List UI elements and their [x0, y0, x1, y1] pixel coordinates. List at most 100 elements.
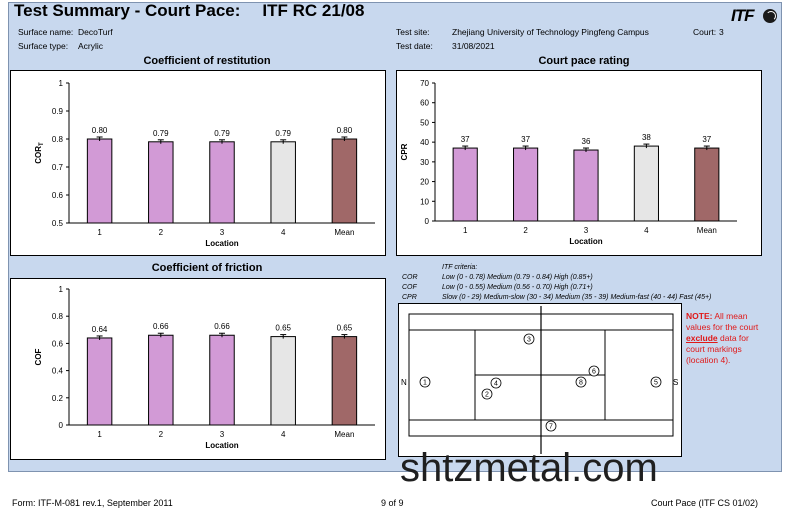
tennis-ball-icon: [763, 9, 777, 23]
surface-type: Acrylic: [78, 41, 104, 51]
cor-x-tick-label: 2: [159, 228, 164, 237]
cpr-bar: [694, 147, 720, 222]
surface-type-label: Surface type:: [18, 41, 69, 51]
criteria-text-cpr: Slow (0 - 29) Medium-slow (30 - 34) Medi…: [442, 294, 712, 301]
court-marker-circle: [523, 333, 535, 345]
cor-data-label: 0.80: [337, 126, 353, 135]
cpr-ytick-label: 0: [425, 217, 430, 226]
court-diagram: N S 1 2 3 4 5 6 7 8: [401, 306, 678, 454]
court-marker-circle: [545, 420, 557, 432]
cor-ytick-label: 0.5: [52, 219, 64, 228]
criteria-heading: ITF criteria:: [442, 264, 478, 271]
court-north-label: N: [401, 378, 407, 387]
cpr-chart-svg: 0 10 20 30 40 50 60 70 37 1 37 2 36 3 38 4 37 Mean Locatio…: [400, 79, 737, 246]
report-code: ITF RC 21/08: [262, 1, 365, 20]
cor-x-tick-label: 4: [281, 228, 286, 237]
cof-data-label: 0.64: [92, 325, 108, 334]
court-marker-circle: [490, 377, 502, 389]
cof-x-tick-label: 1: [97, 430, 102, 439]
cpr-ytick-label: 40: [420, 138, 429, 147]
court-marker-circle: [575, 376, 587, 388]
cpr-bar: [573, 149, 599, 222]
cpr-bar: [452, 147, 478, 222]
note-emph: exclude: [686, 333, 718, 343]
criteria-text-cof: Low (0 - 0.55) Medium (0.56 - 0.70) High…: [442, 284, 593, 291]
cof-chart-svg: 0 0.2 0.4 0.6 0.8 1 0.64 1 0.66 2 0.66 3 0.65 4 0.65 Me…: [34, 285, 375, 450]
court-marker-circle: [481, 388, 493, 400]
court-marker-circle: [419, 376, 431, 388]
cor-ytick-label: 0.9: [52, 107, 64, 116]
cpr-ytick-label: 30: [420, 158, 429, 167]
note-text-1: All mean values for the court: [686, 311, 759, 332]
test-date: 31/08/2021: [452, 41, 495, 51]
cor-chart-svg: 0.5 0.6 0.7 0.8 0.9 1 0.80 1 0.79 2 0.79 3 0.79 4 0.80…: [34, 79, 375, 248]
note-text-2: data for court markings (location 4).: [686, 333, 749, 365]
court-marker-label: 2: [485, 392, 489, 399]
cpr-ytick-label: 10: [420, 197, 429, 206]
cpr-data-label: 37: [702, 135, 711, 144]
cor-y-axis-title: CORT: [34, 142, 45, 164]
cpr-ytick-label: 50: [420, 118, 429, 127]
watermark: shtzmetal.com: [400, 446, 658, 490]
cor-data-label: 0.79: [275, 129, 291, 138]
court-marker-label: 3: [527, 337, 531, 344]
cpr-data-label: 37: [521, 135, 530, 144]
cor-ytick-label: 0.6: [52, 191, 64, 200]
court-south-label: S: [673, 378, 678, 387]
court-marker-label: 7: [549, 424, 553, 431]
cof-x-tick-label: 2: [159, 430, 164, 439]
cpr-y-axis-title: CPR: [400, 143, 409, 160]
cor-x-tick-label: 3: [220, 228, 225, 237]
cof-ytick-label: 0.8: [52, 312, 64, 321]
test-site: Zhejiang University of Technology Pingfe…: [452, 27, 649, 37]
cof-data-label: 0.65: [275, 324, 291, 333]
cor-ytick-label: 1: [59, 79, 64, 88]
surface-name-label: Surface name:: [18, 27, 74, 37]
cpr-bar: [513, 147, 539, 222]
court-label: Court:: [693, 27, 717, 37]
cof-data-label: 0.66: [214, 322, 230, 331]
cor-data-label: 0.80: [92, 126, 108, 135]
criteria-key-cor: COR: [402, 274, 418, 281]
cor-chart-title: Coefficient of restitution: [143, 55, 271, 67]
cor-ytick-label: 0.7: [52, 163, 64, 172]
cof-ytick-label: 0.6: [52, 339, 64, 348]
cpr-x-tick-label: 2: [523, 226, 528, 235]
cof-ytick-label: 0.4: [52, 367, 64, 376]
cpr-x-tick-label: 4: [644, 226, 649, 235]
cpr-chart: 0 10 20 30 40 50 60 70 37 1 37 2 36 3 38 4 37 Mean Locatio…: [396, 70, 762, 256]
cof-x-tick-label: Mean: [334, 430, 354, 439]
criteria-key-cof: COF: [402, 284, 417, 291]
cor-bar: [86, 138, 113, 224]
cpr-x-tick-label: 1: [463, 226, 468, 235]
title-text: Test Summary - Court Pace:: [14, 1, 241, 20]
court-marker-label: 6: [592, 369, 596, 376]
cof-ytick-label: 0: [59, 421, 64, 430]
cor-x-tick-label: Mean: [334, 228, 354, 237]
page-title: Test Summary - Court Pace: ITF RC 21/08: [14, 1, 364, 21]
criteria-key-cpr: CPR: [402, 294, 417, 301]
footer-page: 9 of 9: [381, 498, 404, 508]
cor-bar: [270, 141, 296, 224]
footer-doc: Court Pace (ITF CS 01/02): [651, 498, 759, 508]
cof-bar: [331, 336, 358, 426]
note-lead: NOTE:: [686, 311, 713, 321]
cof-chart: 0 0.2 0.4 0.6 0.8 1 0.64 1 0.66 2 0.66 3 0.65 4 0.65 Me…: [10, 278, 386, 460]
cof-chart-title: Coefficient of friction: [151, 262, 263, 274]
test-site-label: Test site:: [396, 27, 430, 37]
court-marker-circle: [588, 365, 600, 377]
cpr-data-label: 36: [582, 137, 591, 146]
cof-bar: [148, 334, 174, 426]
cor-y-axis-subscript: T: [39, 142, 45, 146]
cof-ytick-label: 0.2: [52, 394, 64, 403]
cor-bar: [331, 138, 358, 224]
cof-bar: [270, 336, 296, 426]
cpr-bar: [633, 145, 659, 222]
cof-bar: [209, 334, 235, 426]
cor-bar: [148, 141, 174, 224]
surface-name: DecoTurf: [78, 27, 113, 37]
itf-logo: ITF: [731, 6, 754, 25]
court-marker-label: 8: [579, 380, 583, 387]
note-box: NOTE: All mean values for the court excl…: [686, 311, 762, 366]
cpr-x-tick-label: Mean: [697, 226, 717, 235]
